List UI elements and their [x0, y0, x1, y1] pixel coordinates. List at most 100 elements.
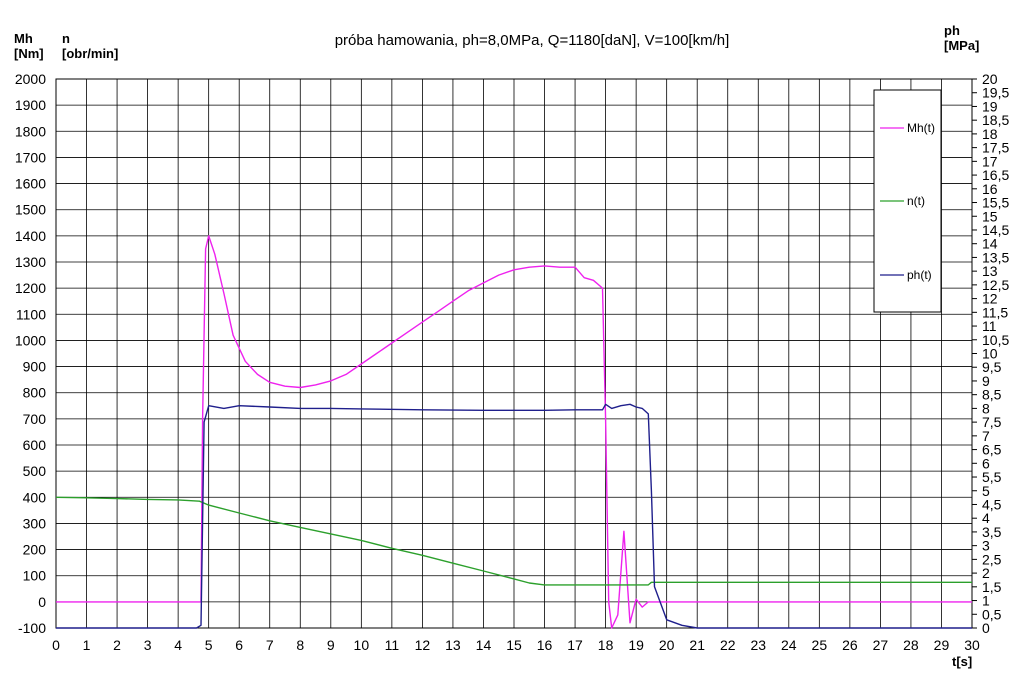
- left-tick-label: 100: [23, 568, 47, 584]
- left-tick-label: 700: [23, 411, 47, 427]
- right-tick-label: 5,5: [982, 469, 1002, 485]
- x-axis-ticks: 0 1 2 3 4 5 6 7 8 9 10 11 12 13 14 15 16 17 18 19 20 21 22 23 24…: [52, 637, 980, 653]
- x-tick-label: 18: [598, 637, 614, 653]
- x-tick-label: 1: [83, 637, 91, 653]
- right-tick-label: 6,5: [982, 442, 1002, 458]
- x-tick-label: 29: [934, 637, 950, 653]
- left-tick-label: 1300: [15, 254, 46, 270]
- x-tick-label: 3: [144, 637, 152, 653]
- x-tick-label: 23: [750, 637, 766, 653]
- left-tick-label: 2000: [15, 71, 46, 87]
- right-tick-label: 17,5: [982, 140, 1009, 156]
- right-tick-label: 9: [982, 373, 990, 389]
- series-line-pht: [56, 403, 972, 629]
- right-tick-label: 3,5: [982, 524, 1002, 540]
- right-tick-label: 17: [982, 153, 998, 169]
- left-tick-label: 1800: [15, 123, 46, 139]
- right-tick-label: 2,5: [982, 551, 1002, 567]
- right-tick-label: 12: [982, 291, 998, 307]
- x-tick-label: 8: [296, 637, 304, 653]
- right-tick-label: 0: [982, 620, 990, 636]
- right-tick-label: 8: [982, 400, 990, 416]
- left-tick-label: 1100: [16, 306, 46, 322]
- right-tick-label: 11,5: [982, 304, 1008, 320]
- left-tick-label: 1500: [15, 202, 46, 218]
- left-tick-label: 1000: [15, 332, 46, 348]
- left-tick-label: 200: [23, 542, 47, 558]
- right-tick-label: 5: [982, 483, 990, 499]
- right-axis-label-line2: [MPa]: [944, 38, 979, 53]
- left-tick-label: 0: [38, 594, 46, 610]
- x-tick-label: 11: [385, 637, 400, 653]
- x-tick-label: 28: [903, 637, 919, 653]
- x-tick-label: 6: [235, 637, 243, 653]
- x-tick-label: 30: [964, 637, 980, 653]
- right-tick-label: 13: [982, 263, 998, 279]
- legend-label-mh: Mh(t): [907, 121, 935, 135]
- x-tick-label: 7: [266, 637, 274, 653]
- left-axis-2-label-line1: n: [62, 31, 70, 46]
- x-tick-label: 15: [506, 637, 522, 653]
- x-tick-label: 20: [659, 637, 675, 653]
- right-tick-label: 6: [982, 455, 990, 471]
- right-tick-label: 16,5: [982, 167, 1009, 183]
- left-tick-label: 300: [23, 515, 47, 531]
- left-axis-ticks: -100 0 100 200 300 400 500 600 700 800 900 1000 1100…: [15, 71, 46, 636]
- right-tick-label: 14,5: [982, 222, 1009, 238]
- right-tick-label: 15: [982, 208, 998, 224]
- legend-label-n: n(t): [907, 194, 925, 208]
- x-tick-label: 13: [445, 637, 461, 653]
- left-tick-label: 600: [23, 437, 47, 453]
- left-tick-label: 900: [23, 359, 47, 375]
- legend-label-ph: ph(t): [907, 268, 932, 282]
- right-tick-label: 14: [982, 236, 998, 252]
- right-tick-label: 9,5: [982, 359, 1002, 375]
- right-tick-label: 7,5: [982, 414, 1002, 430]
- series-lines: [55, 235, 972, 629]
- right-axis-label-line1: ph: [944, 23, 960, 38]
- x-tick-label: 9: [327, 637, 335, 653]
- right-tick-label: 7: [982, 428, 990, 444]
- right-tick-label: 4: [982, 510, 990, 526]
- left-tick-label: 1200: [15, 280, 46, 296]
- left-tick-label: -100: [18, 620, 46, 636]
- left-tick-label: 1900: [15, 97, 46, 113]
- right-tick-label: 13,5: [982, 249, 1009, 265]
- right-tick-label: 20: [982, 71, 998, 87]
- left-tick-label: 1400: [15, 228, 46, 244]
- series-line-mht: [56, 235, 972, 629]
- right-tick-label: 0,5: [982, 606, 1002, 622]
- x-tick-label: 2: [113, 637, 121, 653]
- left-axis-label-line2: [Nm]: [14, 46, 44, 61]
- right-tick-label: 10,5: [982, 332, 1009, 348]
- left-tick-label: 1700: [15, 149, 46, 165]
- x-tick-label: 14: [476, 637, 492, 653]
- legend: Mh(t) n(t) ph(t): [873, 89, 942, 313]
- right-tick-label: 18,5: [982, 112, 1009, 128]
- x-tick-label: 4: [174, 637, 182, 653]
- x-tick-label: 19: [628, 637, 644, 653]
- right-tick-label: 1: [982, 593, 990, 609]
- right-tick-label: 1,5: [982, 579, 1002, 595]
- x-tick-label: 24: [781, 637, 797, 653]
- right-tick-label: 3: [982, 538, 990, 554]
- left-tick-label: 500: [23, 463, 47, 479]
- right-tick-label: 10: [982, 346, 998, 362]
- right-tick-label: 12,5: [982, 277, 1009, 293]
- left-tick-label: 800: [23, 385, 47, 401]
- x-tick-label: 27: [873, 637, 889, 653]
- left-tick-label: 400: [23, 489, 47, 505]
- x-tick-label: 26: [842, 637, 858, 653]
- x-tick-label: 0: [52, 637, 60, 653]
- right-tick-label: 19: [982, 98, 998, 114]
- right-tick-label: 8,5: [982, 387, 1002, 403]
- x-tick-label: 22: [720, 637, 736, 653]
- chart-title: próba hamowania, ph=8,0MPa, Q=1180[daN],…: [335, 32, 730, 49]
- left-tick-label: 1600: [15, 176, 46, 192]
- grid: [55, 78, 973, 629]
- right-tick-label: 16: [982, 181, 998, 197]
- series-line-nt: [55, 496, 972, 586]
- right-tick-label: 15,5: [982, 195, 1009, 211]
- right-tick-label: 4,5: [982, 496, 1002, 512]
